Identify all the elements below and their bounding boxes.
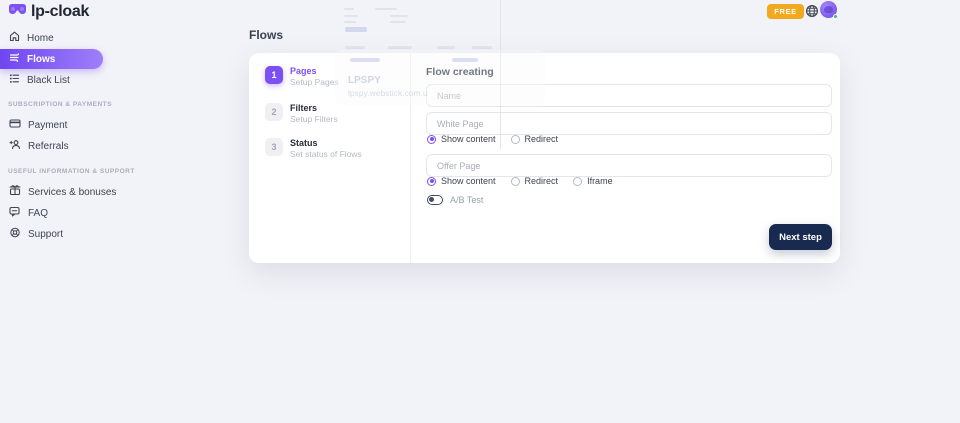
- sidebar-item-services[interactable]: Services & bonuses: [0, 185, 230, 199]
- modal-title: Flow creating: [426, 66, 494, 78]
- step-title: Pages: [290, 66, 317, 76]
- radio-circle-icon: [427, 134, 436, 144]
- sidebar-item-label: Black List: [27, 74, 70, 86]
- step-filters[interactable]: 2 Filters Setup Filters: [265, 103, 338, 124]
- step-subtitle: Set status of Flows: [290, 149, 362, 159]
- sidebar-item-support[interactable]: Support: [0, 227, 230, 241]
- sidebar-section-support: USEFUL INFORMATION & SUPPORT: [0, 167, 134, 176]
- sidebar-item-label: FAQ: [28, 207, 49, 219]
- step-pages[interactable]: 1 Pages Setup Pages: [265, 66, 339, 87]
- language-globe-icon[interactable]: [805, 4, 819, 18]
- modal-divider: [410, 53, 411, 263]
- radio-label: Redirect: [524, 134, 559, 144]
- radio-show-content[interactable]: Show content: [427, 176, 496, 186]
- services-icon: [9, 183, 21, 201]
- sidebar-item-label: Support: [28, 228, 64, 240]
- sidebar-section-subscription: SUBSCRIPTION & PAYMENTS: [0, 100, 112, 109]
- brand-name: lp-cloak: [31, 2, 90, 20]
- step-title: Status: [290, 138, 318, 148]
- name-input[interactable]: [426, 84, 832, 107]
- radio-circle-icon: [510, 176, 520, 186]
- white-page-input[interactable]: [426, 112, 832, 135]
- sidebar-item-label: Payment: [28, 119, 68, 131]
- mask-icon: [8, 3, 27, 21]
- sidebar-item-payment[interactable]: Payment: [0, 118, 230, 132]
- brand-logo[interactable]: lp-cloak: [0, 0, 230, 20]
- step-number-badge: 2: [265, 103, 283, 121]
- home-icon: [9, 29, 20, 47]
- sidebar-item-black-list[interactable]: Black List: [0, 73, 230, 87]
- offer-page-input[interactable]: [426, 154, 832, 177]
- radio-label: Redirect: [524, 176, 559, 186]
- faq-icon: [9, 204, 21, 222]
- referrals-icon: [9, 137, 21, 155]
- sidebar-item-label: Services & bonuses: [28, 186, 117, 198]
- section-label-text: USEFUL INFORMATION & SUPPORT: [8, 168, 135, 175]
- flows-icon: [9, 50, 20, 68]
- step-status[interactable]: 3 Status Set status of Flows: [265, 138, 362, 159]
- user-avatar[interactable]: [820, 1, 838, 19]
- sidebar-item-home[interactable]: Home: [0, 31, 230, 45]
- radio-label: Iframe: [587, 176, 613, 186]
- next-step-button[interactable]: Next step: [769, 224, 832, 250]
- support-icon: [9, 225, 21, 243]
- sidebar-item-label: Flows: [27, 53, 56, 65]
- toggle-off-icon: [427, 195, 443, 205]
- payment-icon: [9, 116, 21, 134]
- white-page-mode-group: Show content Redirect: [427, 134, 558, 144]
- step-subtitle: Setup Pages: [290, 77, 339, 87]
- sidebar-nav: Home Flows Black List SUBSCRIPTION & PAY…: [0, 20, 230, 241]
- avatar-illustration: [824, 6, 833, 13]
- step-subtitle: Setup Filters: [290, 114, 338, 124]
- flow-creating-modal: 1 Pages Setup Pages 2 Filters Setup Filt…: [249, 53, 840, 263]
- radio-circle-icon: [427, 176, 436, 186]
- radio-circle-icon: [573, 176, 583, 186]
- radio-redirect[interactable]: Redirect: [510, 176, 559, 186]
- step-number-badge: 3: [265, 138, 283, 156]
- radio-circle-icon: [510, 134, 520, 144]
- sidebar-item-label: Home: [27, 32, 54, 44]
- radio-show-content[interactable]: Show content: [427, 134, 496, 144]
- toggle-label: A/B Test: [450, 195, 484, 205]
- sidebar-item-faq[interactable]: FAQ: [0, 206, 230, 220]
- free-plan-button[interactable]: FREE: [767, 4, 804, 19]
- sidebar-item-referrals[interactable]: Referrals: [0, 139, 230, 153]
- blacklist-icon: [9, 71, 20, 89]
- radio-redirect[interactable]: Redirect: [510, 134, 559, 144]
- page-title: Flows: [249, 28, 284, 42]
- sidebar-item-flows[interactable]: Flows: [0, 49, 103, 69]
- step-title: Filters: [290, 103, 318, 113]
- radio-iframe[interactable]: Iframe: [573, 176, 613, 186]
- sidebar: lp-cloak Home Flows Black List: [0, 0, 230, 423]
- ab-test-toggle[interactable]: A/B Test: [427, 195, 483, 205]
- radio-label: Show content: [441, 134, 496, 144]
- sidebar-item-label: Referrals: [28, 140, 69, 152]
- online-status-dot: [832, 13, 838, 19]
- section-label-text: SUBSCRIPTION & PAYMENTS: [8, 101, 112, 108]
- step-number-badge: 1: [265, 66, 283, 84]
- radio-label: Show content: [441, 176, 496, 186]
- offer-page-mode-group: Show content Redirect Iframe: [427, 176, 613, 186]
